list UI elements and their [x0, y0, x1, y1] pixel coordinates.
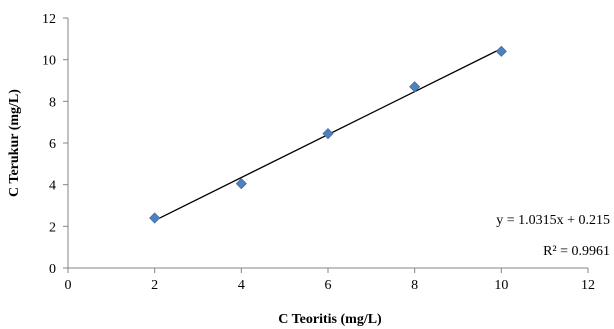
- trendline-equation: y = 1.0315x + 0.215: [496, 213, 610, 228]
- x-tick-label: 0: [65, 278, 72, 293]
- y-tick-label: 4: [49, 179, 56, 194]
- y-tick-label: 0: [49, 262, 56, 277]
- data-point: [149, 212, 161, 224]
- y-tick-label: 6: [49, 137, 56, 152]
- data-point: [409, 81, 421, 93]
- data-point: [322, 128, 334, 140]
- x-tick-label: 6: [325, 278, 332, 293]
- x-tick-label: 4: [238, 278, 245, 293]
- tick-labels: 0 2 4 6 8 10 12 0 2 4 6 8 10 12: [42, 12, 595, 293]
- data-point: [235, 178, 247, 190]
- x-tick-label: 12: [581, 278, 595, 293]
- y-tick-label: 8: [49, 95, 56, 110]
- data-points: [149, 45, 507, 224]
- x-tick-label: 10: [494, 278, 508, 293]
- y-tick-label: 2: [49, 220, 56, 235]
- axes: [63, 17, 589, 273]
- x-tick-label: 8: [411, 278, 418, 293]
- x-axis-title: C Teoritis (mg/L): [278, 312, 382, 327]
- data-point: [495, 45, 507, 57]
- y-axis-title: C Terukur (mg/L): [7, 89, 22, 197]
- y-tick-label: 10: [42, 54, 56, 69]
- x-tick-label: 2: [151, 278, 158, 293]
- r-squared-label: R² = 0.9961: [543, 244, 610, 259]
- y-tick-label: 12: [42, 12, 56, 27]
